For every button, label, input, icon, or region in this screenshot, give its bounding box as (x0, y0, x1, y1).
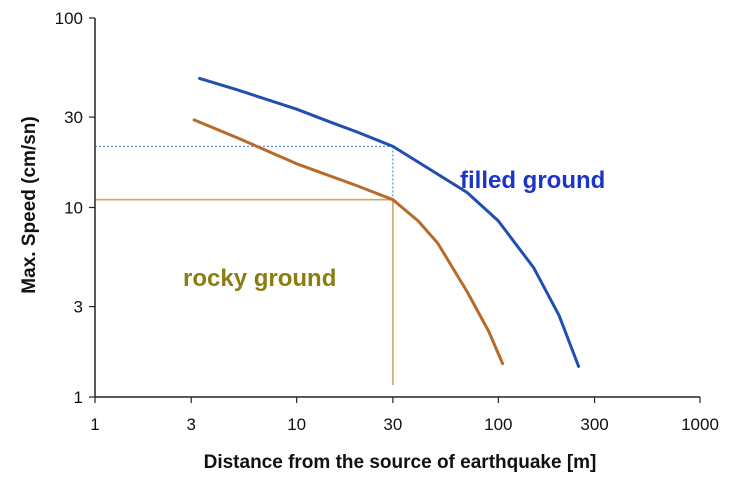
x-tick-label: 1 (90, 415, 99, 434)
series-line-filled-ground (198, 76, 581, 368)
reference-lines (95, 145, 394, 385)
series-label-filled-ground: filled ground (460, 167, 605, 194)
x-tick-label: 10 (287, 415, 306, 434)
y-tick-label: 10 (64, 199, 83, 218)
x-tick-label: 3 (186, 415, 195, 434)
y-tick-label: 100 (55, 9, 83, 28)
series-label-rocky-ground: rocky ground (183, 265, 336, 292)
y-tick-label: 30 (64, 108, 83, 127)
x-tick-label: 1000 (681, 415, 719, 434)
series-lines (192, 76, 581, 368)
tick-labels: 1 3 10 30 100 300 1000 1 3 10 30 100 (55, 9, 719, 434)
y-tick-label: 1 (74, 388, 83, 407)
y-axis-title: Max. Speed (cm/sn) (19, 116, 40, 293)
series-line-rocky-ground (192, 118, 505, 366)
y-tick-label: 3 (74, 298, 83, 317)
x-tick-label: 100 (484, 415, 512, 434)
x-axis-title: Distance from the source of earthquake [… (204, 452, 597, 473)
x-tick-label: 300 (580, 415, 608, 434)
x-tick-label: 30 (383, 415, 402, 434)
axes (89, 17, 701, 403)
